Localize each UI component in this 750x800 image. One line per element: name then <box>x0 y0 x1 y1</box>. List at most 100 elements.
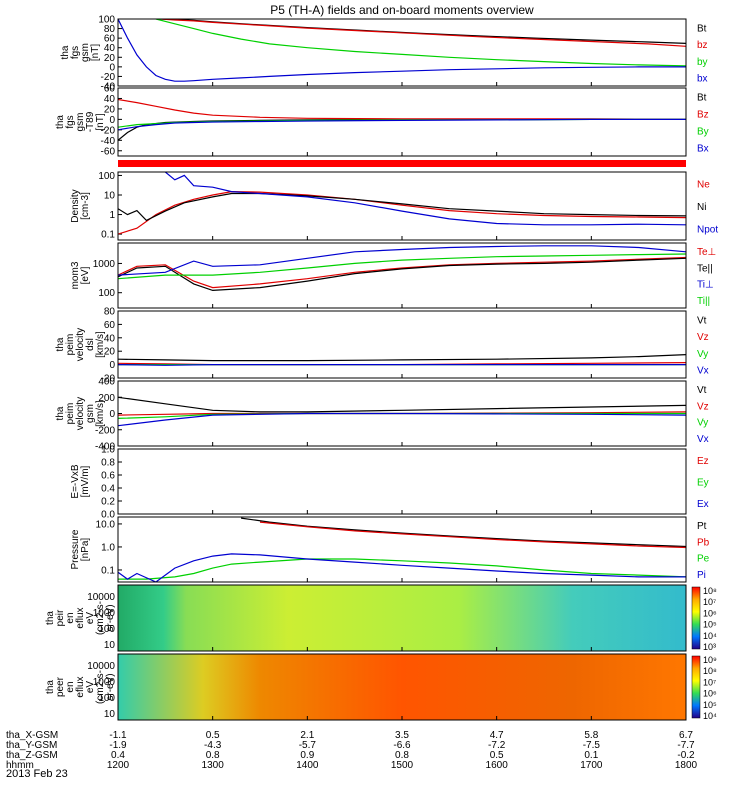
colorbar <box>691 655 701 719</box>
legend-entry: Bt <box>697 93 707 104</box>
legend-entry: Npot <box>697 225 718 236</box>
y-tick-label: 0.2 <box>101 497 115 508</box>
y-tick-label: 200 <box>98 393 115 404</box>
legend-entry: Ey <box>697 478 709 489</box>
y-tick-label: -40 <box>101 136 116 147</box>
spectrogram <box>118 654 686 720</box>
legend-entry: Vt <box>697 385 707 396</box>
panel-frame <box>117 310 687 379</box>
legend-entry: Pt <box>697 521 707 532</box>
x-tick-label: 1700 <box>580 760 603 771</box>
series-line-Vx <box>118 364 686 366</box>
legend-entry: Vx <box>697 434 709 445</box>
series-line-Vx <box>118 412 686 427</box>
panels: 100806040200-20-40Btbzbybxthafgsgsm[nT]6… <box>45 15 718 722</box>
y-axis-label: thapeimvelocitygsm[km/s] <box>55 397 106 430</box>
y-tick-label: 0 <box>109 360 115 371</box>
y-axis-label: thapeimvelocitydsl[km/s] <box>55 328 106 361</box>
panel-frame <box>117 516 687 583</box>
legend-entry: Bt <box>697 23 707 34</box>
x-axis-row-label: tha_X-GSM <box>6 730 58 741</box>
y-tick-label: 80 <box>104 307 116 318</box>
y-tick-label: 60 <box>104 84 116 95</box>
x-axis-labels: tha_X-GSM -1.1 0.5 2.1 3.5 4.7 5.8 6.7 tha_Y-GSM… <box>6 730 698 771</box>
legend-entry: Pb <box>697 537 710 548</box>
series-line-Pt <box>241 517 686 548</box>
y-tick-label: 10000 <box>87 592 115 603</box>
y-axis-label: thapeerenefluxeV(cm2-s-sr-eV) <box>45 670 116 704</box>
legend-entry: Vz <box>697 332 709 343</box>
y-tick-label: 40 <box>104 43 116 54</box>
series-line-Te⊥ <box>118 256 686 289</box>
panel-5: 80 60 40 20 0 -20 Vt Vz Vy Vx thapeimvelocitydsl[k… <box>55 307 709 385</box>
y-tick-label: -400 <box>95 442 115 453</box>
series-line-Npot <box>164 172 686 226</box>
x-tick-label: 1300 <box>202 760 225 771</box>
series-line-Bt <box>160 19 686 44</box>
x-tick-label: -4.3 <box>204 740 222 751</box>
legend-entry: Vy <box>697 349 708 360</box>
series-line-bz <box>160 19 686 47</box>
colorbar-tick-label: 10⁶ <box>703 689 717 699</box>
legend-entry: Vt <box>697 315 707 326</box>
colorbar-tick-label: 10⁴ <box>703 711 717 721</box>
panel-7: 1.0 0.8 0.6 0.4 0.2 0.0 Ez Ey Ex E=-VxB[mV/m] <box>70 445 709 521</box>
colorbar-tick-label: 10⁸ <box>703 586 717 596</box>
x-tick-label: 0.5 <box>206 730 220 741</box>
legend-entry: Ti⊥ <box>697 280 714 291</box>
x-tick-label: -7.7 <box>677 740 695 751</box>
colorbar-tick-label: 10⁵ <box>703 620 717 630</box>
y-tick-label: 0 <box>109 115 115 126</box>
y-tick-label: 20 <box>104 53 116 64</box>
y-axis-label: mom3[eV] <box>70 261 91 289</box>
x-tick-label: -7.5 <box>583 740 601 751</box>
y-tick-label: 10 <box>104 709 116 720</box>
y-tick-label: 1000 <box>93 677 116 688</box>
series-line-Pb <box>259 521 686 549</box>
y-tick-label: 1.0 <box>101 542 115 553</box>
y-axis-label: thapeirenefluxeV(cm2-s-sr-eV) <box>45 601 116 635</box>
series-line-Pi <box>118 553 686 582</box>
y-tick-label: 20 <box>104 347 116 358</box>
x-tick-label: 3.5 <box>395 730 409 741</box>
panel-3: 100 10 1 0.1 Ne Ni Npot Density[cm-3] <box>70 171 718 241</box>
series-line-by <box>155 19 686 67</box>
y-tick-label: -60 <box>101 146 116 157</box>
y-axis-label: E=-VxB[mV/m] <box>70 464 91 499</box>
y-tick-label: 80 <box>104 24 116 35</box>
y-tick-label: 100 <box>98 693 115 704</box>
y-tick-label: 100 <box>98 171 115 182</box>
y-tick-label: 10 <box>104 640 116 651</box>
colorbar-tick-label: 10⁵ <box>703 700 717 710</box>
x-tick-label: 0.4 <box>111 750 125 761</box>
series-line-Bx <box>118 118 686 131</box>
y-tick-label: 60 <box>104 320 116 331</box>
y-tick-label: 400 <box>98 377 115 388</box>
series-line-Vt <box>118 354 686 362</box>
panel-4: 1000 100 Te⊥ Te|| Ti⊥ Ti|| mom3[eV] <box>70 242 716 309</box>
y-tick-label: -20 <box>101 72 116 83</box>
x-tick-label: 0.5 <box>490 750 504 761</box>
y-axis-label: Pressure[nPa] <box>70 529 91 569</box>
date-label: 2013 Feb 23 <box>6 768 68 780</box>
y-axis-label: Density[cm-3] <box>70 189 91 222</box>
y-tick-label: 0.0 <box>101 510 115 521</box>
spectrogram <box>118 585 686 651</box>
x-tick-label: 0.8 <box>206 750 220 761</box>
y-tick-label: 1 <box>109 210 115 221</box>
legend-entry: Ne <box>697 179 710 190</box>
y-tick-label: 10000 <box>87 661 115 672</box>
y-axis-label: thafgsgsm-T89[nT] <box>55 111 106 132</box>
y-tick-label: 1000 <box>93 608 116 619</box>
y-tick-label: -20 <box>101 374 116 385</box>
x-tick-label: -7.2 <box>488 740 506 751</box>
panel-frame <box>117 18 687 87</box>
y-tick-label: 0.8 <box>101 458 115 469</box>
series-line-Pe <box>118 558 686 580</box>
colorbar-tick-label: 10⁸ <box>703 666 717 676</box>
y-tick-label: 1.0 <box>101 445 115 456</box>
panel-6: 400 200 0 -200 -400 Vt Vz Vy Vx thapeimvelocitygs… <box>55 377 709 453</box>
